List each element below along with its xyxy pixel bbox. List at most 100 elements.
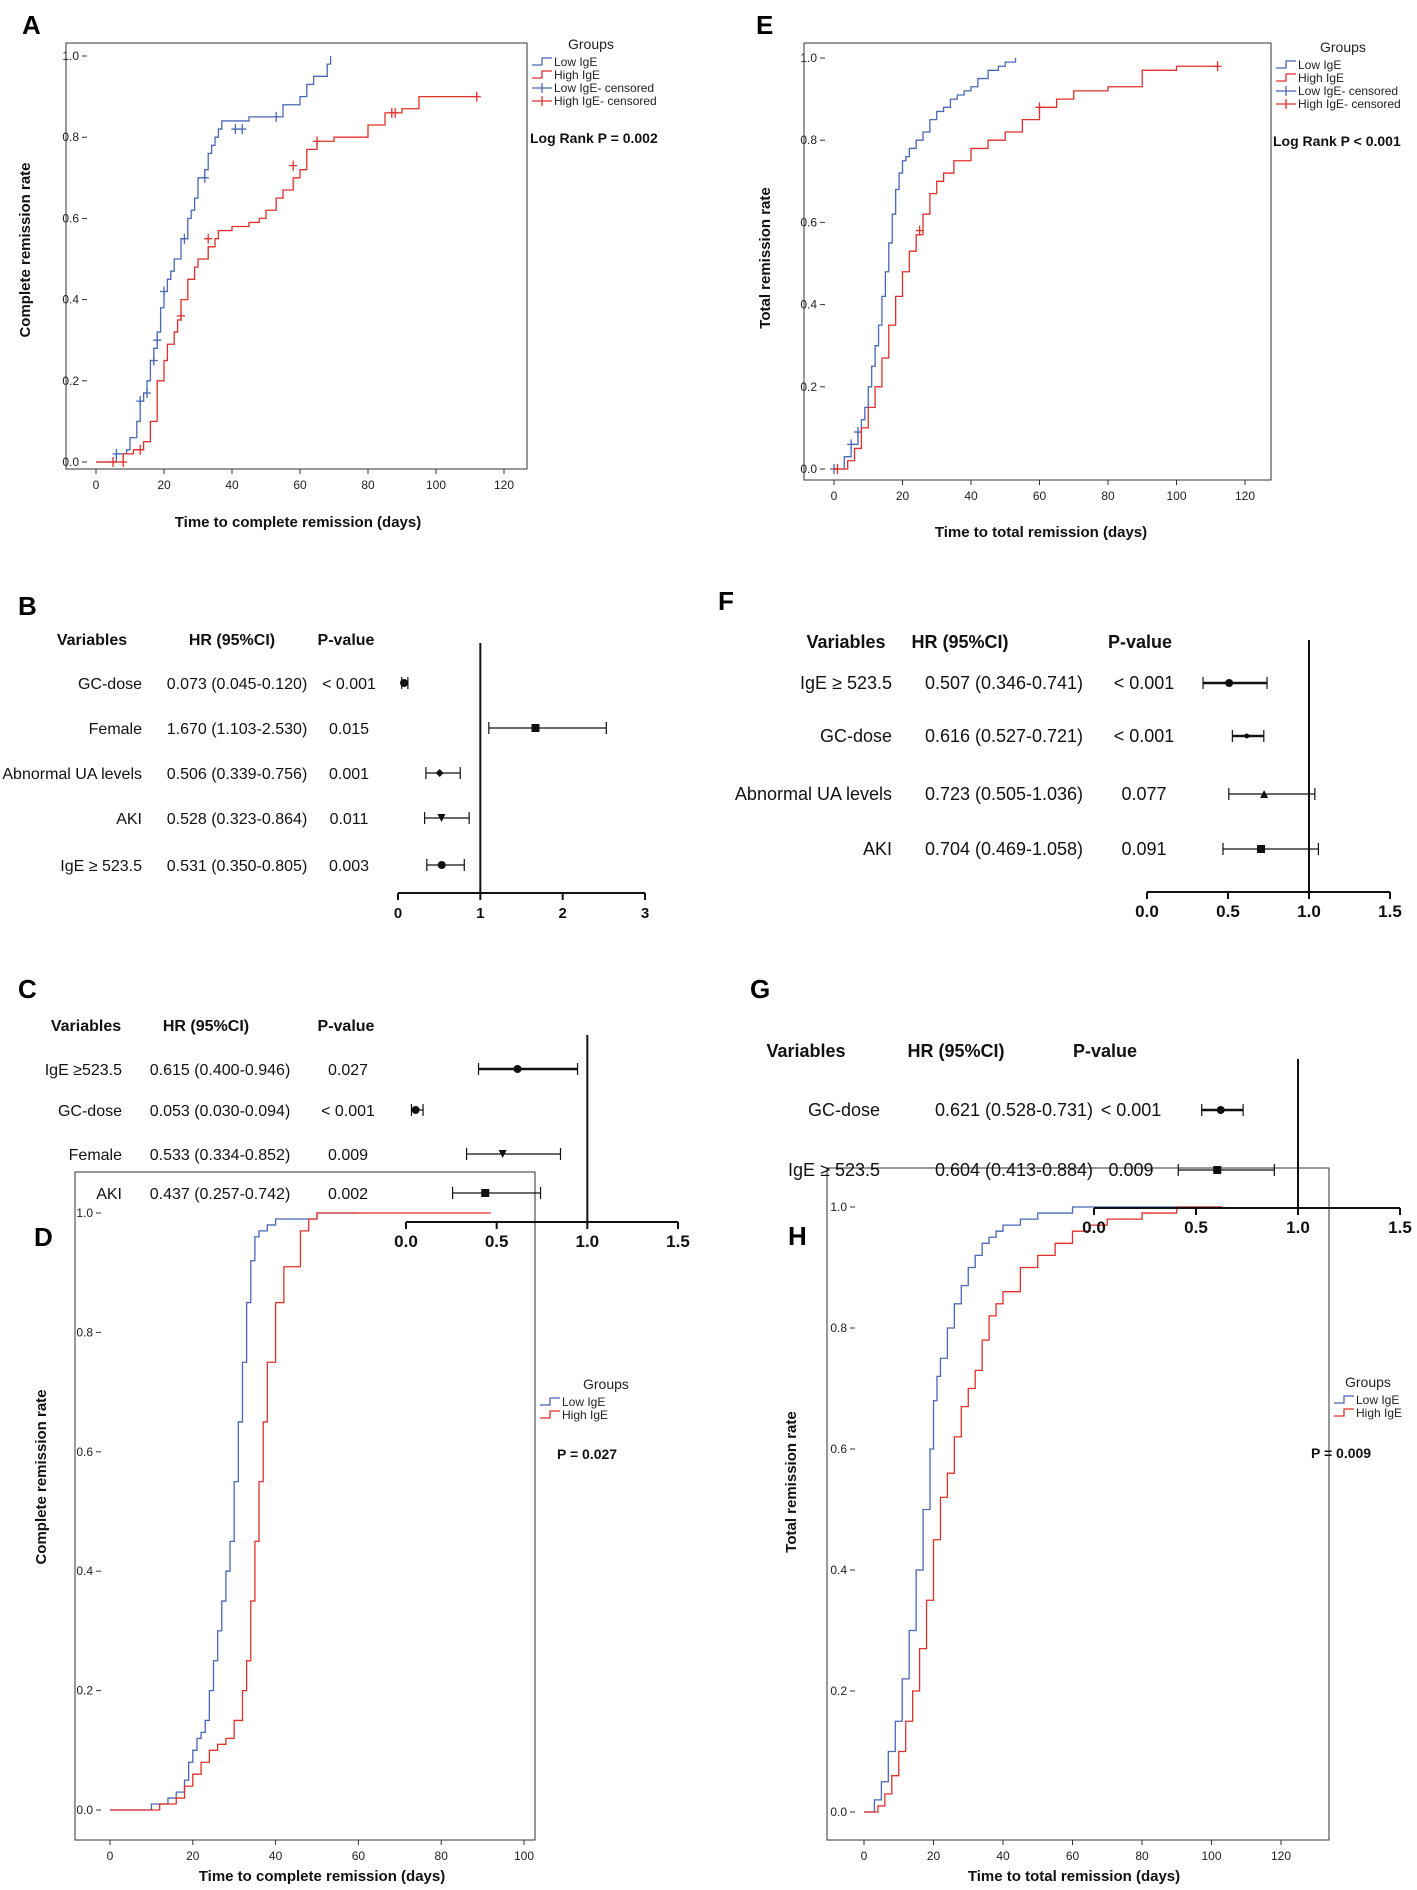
row-p: < 0.001 <box>1114 726 1175 746</box>
censor-mark <box>109 457 117 467</box>
censor-mark <box>177 310 185 321</box>
panel-letter-D: D <box>34 1222 53 1252</box>
censor-mark <box>149 355 158 366</box>
x-tick-label: 1.0 <box>576 1232 600 1251</box>
row-hr: 0.053 (0.030-0.094) <box>150 1103 291 1120</box>
x-tick-label: 0.5 <box>1216 902 1240 921</box>
x-tick-label: 40 <box>964 489 978 503</box>
y-tick-label: 0.8 <box>62 130 79 144</box>
y-tick-label: 0.8 <box>76 1325 93 1339</box>
x-tick-label: 0 <box>394 905 402 922</box>
header-p: P-value <box>1108 632 1172 652</box>
x-tick-label: 100 <box>426 478 446 492</box>
km-panel-D: D 0.0 0.2 0.4 0.6 0.8 1.0 0 20 40 60 80 100 Time to c… <box>33 1171 629 1885</box>
row-p: 0.011 <box>330 811 369 828</box>
legend-swatch <box>1276 73 1296 82</box>
stat-label: P = 0.027 <box>557 1446 617 1462</box>
row-variable: IgE ≥ 523.5 <box>60 858 142 875</box>
series-line-low-ige <box>110 1212 359 1811</box>
y-tick-label: 0.0 <box>76 1803 93 1817</box>
header-p: P-value <box>1073 1041 1137 1061</box>
row-p: 0.027 <box>328 1062 368 1079</box>
header-p: P-value <box>318 1018 375 1035</box>
legend-label: High IgE- censored <box>1298 97 1401 111</box>
plot-frame <box>803 42 1272 481</box>
censor-mark <box>119 457 128 467</box>
row-p: 0.015 <box>329 721 369 738</box>
x-tick-label: 120 <box>494 478 514 492</box>
header-variables: Variables <box>766 1041 845 1061</box>
row-hr: 0.615 (0.400-0.946) <box>150 1062 291 1079</box>
y-tick-label: 0.4 <box>62 293 79 307</box>
legend-swatch-censored <box>1276 86 1296 96</box>
y-tick-label: 0.4 <box>76 1564 93 1578</box>
y-tick-label: 0.8 <box>830 1321 847 1335</box>
row-p: 0.003 <box>329 858 369 875</box>
y-tick-label: 0.6 <box>62 211 79 225</box>
row-hr: 0.437 (0.257-0.742) <box>150 1186 291 1203</box>
x-tick-label: 0.0 <box>394 1232 418 1251</box>
row-p: 0.009 <box>1108 1160 1153 1180</box>
censor-mark <box>238 124 247 135</box>
legend-swatch <box>540 1410 560 1419</box>
row-hr: 0.704 (0.469-1.058) <box>925 839 1083 859</box>
row-hr: 0.531 (0.350-0.805) <box>167 858 308 875</box>
row-p: 0.002 <box>328 1186 368 1203</box>
row-variable: Abnormal UA levels <box>2 766 142 783</box>
x-axis-label: Time to total remission (days) <box>968 1868 1180 1885</box>
censor-mark <box>136 396 145 407</box>
row-hr: 0.506 (0.339-0.756) <box>167 766 308 783</box>
y-tick-label: 0.2 <box>830 1684 847 1698</box>
row-p: < 0.001 <box>321 1103 375 1120</box>
header-hr: HR (95%CI) <box>911 632 1008 652</box>
legend-swatch <box>1276 60 1296 69</box>
header-hr: HR (95%CI) <box>189 632 275 649</box>
legend-swatch-censored <box>1276 99 1296 109</box>
censor-mark <box>153 335 162 346</box>
y-tick-label: 0.6 <box>830 1442 847 1456</box>
series-line-high-ige <box>834 65 1218 470</box>
x-tick-label: 80 <box>361 478 375 492</box>
y-tick-label: 1.0 <box>800 51 817 65</box>
hr-marker <box>1213 1166 1222 1174</box>
row-p: 0.009 <box>328 1147 368 1164</box>
hr-marker <box>1257 845 1266 853</box>
legend-swatch <box>532 57 552 66</box>
x-tick-label: 3 <box>641 905 649 922</box>
legend-label: Low IgE- censored <box>1298 84 1398 98</box>
km-panel-H: H 0.0 0.2 0.4 0.6 0.8 1.0 0 20 40 60 80 100 120 Time t… <box>783 1167 1402 1885</box>
censor-mark <box>180 233 189 244</box>
y-tick-label: 0.0 <box>62 455 79 469</box>
censor-mark <box>136 444 145 455</box>
y-axis-label: Complete remission rate <box>33 1389 50 1564</box>
y-tick-label: 0.2 <box>62 374 79 388</box>
censor-mark <box>1035 102 1044 113</box>
panel-letter-F: F <box>718 586 734 616</box>
legend-label: Low IgE <box>554 55 597 69</box>
x-tick-label: 100 <box>1166 489 1186 503</box>
x-axis-label: Time to complete remission (days) <box>199 1868 445 1885</box>
row-variable: Female <box>89 721 142 738</box>
x-axis-label: Time to total remission (days) <box>935 524 1147 541</box>
y-tick-label: 0.2 <box>800 380 817 394</box>
hr-marker <box>1216 1106 1225 1114</box>
km-panel-E: E 0.0 0.2 0.4 0.6 0.8 1.0 0 20 40 60 80 100 120 Time t… <box>756 10 1401 541</box>
y-tick-label: 0.6 <box>800 215 817 229</box>
legend-title: Groups <box>583 1376 629 1392</box>
panel-letter-G: G <box>750 974 770 1004</box>
hr-marker <box>435 769 444 777</box>
censor-mark <box>313 136 321 147</box>
censor-mark <box>833 464 842 474</box>
x-tick-label: 0 <box>107 1849 114 1863</box>
x-tick-label: 60 <box>293 478 307 492</box>
hr-marker <box>498 1150 507 1158</box>
x-tick-label: 100 <box>514 1849 534 1863</box>
censor-mark <box>391 107 400 118</box>
x-tick-label: 80 <box>1101 489 1115 503</box>
y-tick-label: 0.6 <box>76 1445 93 1459</box>
legend-label: Low IgE- censored <box>554 81 654 95</box>
legend-label: High IgE <box>562 1408 608 1422</box>
series-line-low-ige <box>96 56 332 463</box>
hr-marker <box>437 814 446 822</box>
forest-panel-F: F Variables HR (95%CI) P-value IgE ≥ 523.5 0.… <box>718 586 1402 921</box>
